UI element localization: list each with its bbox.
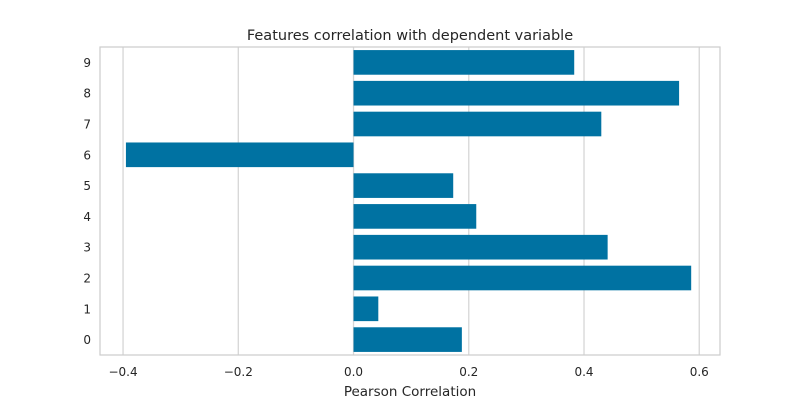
plot-frame (99, 46, 721, 356)
y-tick-label: 2 (83, 272, 91, 286)
chart-title: Features correlation with dependent vari… (247, 28, 573, 44)
x-tick-labels: −0.4 −0.2 0.0 0.2 0.4 0.6 (108, 365, 708, 379)
bar-feature-4 (353, 204, 477, 229)
bar-feature-6 (125, 142, 354, 168)
bar-feature-5 (353, 173, 454, 198)
y-tick-label: 8 (83, 87, 91, 101)
y-tick-label: 4 (83, 210, 91, 224)
bar-feature-9 (353, 50, 575, 75)
bar-feature-0 (353, 327, 462, 352)
x-tick-label: 0.4 (574, 365, 593, 379)
y-tick-label: 0 (83, 333, 91, 347)
bar-feature-3 (353, 234, 608, 260)
bar-feature-1 (353, 296, 379, 322)
y-tick-label: 6 (83, 148, 91, 162)
x-tick-label: 0.0 (344, 365, 363, 379)
y-tick-label: 5 (83, 179, 91, 193)
bars (125, 50, 692, 352)
y-tick-label: 1 (83, 302, 91, 316)
x-tick-label: 0.2 (459, 365, 478, 379)
x-axis-label: Pearson Correlation (344, 384, 476, 400)
x-tick-label: −0.2 (224, 365, 253, 379)
bar-feature-2 (353, 265, 692, 291)
y-tick-label: 7 (83, 118, 91, 132)
x-tick-label: −0.4 (108, 365, 137, 379)
y-tick-label: 3 (83, 241, 91, 255)
bar-feature-7 (353, 111, 602, 137)
bar-feature-8 (353, 80, 680, 106)
y-tick-label: 9 (83, 56, 91, 70)
y-tick-labels: 0 1 2 3 4 5 6 7 8 9 (83, 56, 91, 347)
x-tick-label: 0.6 (690, 365, 709, 379)
